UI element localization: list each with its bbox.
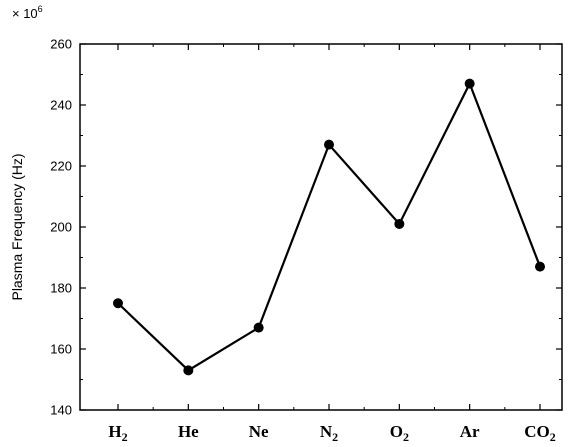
- series-line: [117, 80, 542, 372]
- data-point: [394, 218, 405, 229]
- x-tick-label: CO2: [524, 422, 556, 444]
- y-tick-label: 180: [50, 281, 72, 296]
- data-point: [464, 78, 475, 89]
- data-series: [113, 78, 545, 376]
- y-multiplier-label: × 106: [12, 4, 43, 21]
- y-axis: 140 160 180 200 220 240 260: [50, 37, 562, 418]
- x-tick-label: Ne: [249, 422, 269, 441]
- x-tick-label: He: [178, 422, 199, 441]
- x-tick-label: Ar: [460, 422, 480, 441]
- y-axis-label: Plasma Frequency (Hz): [9, 153, 25, 300]
- y-tick-label: 200: [50, 220, 72, 235]
- data-point: [183, 365, 194, 376]
- x-tick-label: O2: [390, 422, 409, 444]
- x-axis: H2 He Ne N2 O2 Ar CO2: [108, 44, 556, 444]
- data-point: [253, 322, 264, 333]
- plot-area-frame: [79, 43, 563, 411]
- data-point: [324, 139, 334, 150]
- x-tick-label: H2: [108, 422, 127, 444]
- y-multiplier-exponent: 6: [38, 4, 43, 14]
- y-tick-label: 220: [50, 159, 72, 174]
- y-multiplier-base: × 10: [12, 6, 38, 21]
- y-tick-label: 240: [50, 98, 72, 113]
- data-point: [113, 298, 123, 309]
- y-tick-label: 160: [50, 342, 72, 357]
- x-tick-label: N2: [320, 422, 338, 444]
- y-tick-label: 260: [50, 37, 72, 52]
- data-point: [535, 261, 545, 272]
- y-tick-label: 140: [50, 403, 72, 418]
